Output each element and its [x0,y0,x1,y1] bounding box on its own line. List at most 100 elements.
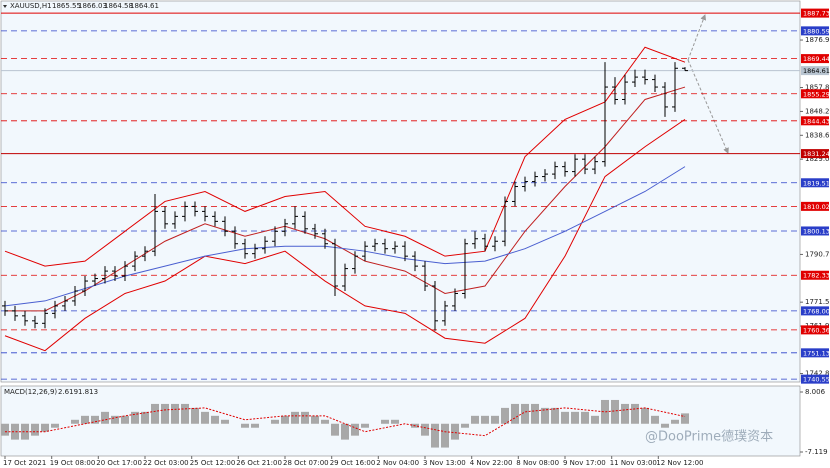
histogram-bar [561,411,569,424]
histogram-bar [681,413,689,424]
level-tag [801,66,829,76]
level-label: 1869.44 [803,55,830,63]
histogram-bar [271,419,279,424]
histogram-bar [201,411,209,424]
histogram-bar [351,423,359,436]
histogram-bar [391,419,399,424]
histogram-bar [631,403,639,424]
x-tick-label: 8 Nov 08:00 [516,459,559,467]
histogram-bar [521,403,529,424]
histogram-bar [11,423,19,440]
symbol-icon [3,5,7,8]
level-label: 1819.51 [803,179,830,187]
histogram-bar [611,399,619,424]
x-tick-label: 22 Oct 03:00 [143,459,189,467]
histogram-bar [461,423,469,428]
histogram-bar [481,415,489,424]
x-tick-label: 25 Oct 12:00 [190,459,236,467]
histogram-bar [551,407,559,424]
forecast-arrow [687,14,707,61]
ohlc-high: 1866.03 [78,2,107,10]
histogram-bar [131,411,139,424]
level-tag [801,8,829,18]
histogram-bar [501,407,509,424]
histogram-bar [21,423,29,440]
macd-panel [0,385,801,457]
histogram-bar [141,411,149,424]
macd-name: MACD(12,26,9) [4,388,57,396]
histogram-bar [431,423,439,448]
histogram-bar [331,423,339,436]
histogram-bar [81,415,89,424]
y-tick-label: 1876.90 [805,36,830,44]
histogram-bar [91,415,99,424]
indicator-line [4,166,686,307]
histogram-bar [421,423,429,436]
histogram-bar [671,419,679,424]
ohlc-low: 1864.58 [104,2,133,10]
histogram-bar [571,411,579,424]
histogram-bar [111,415,119,424]
histogram-bar [511,403,519,424]
level-label: 1887.73 [803,10,830,18]
symbol: XAUUSD,H1 [10,2,52,10]
ohlc-open: 1865.55 [52,2,81,10]
level-label: 1855.29 [803,90,830,98]
level-label: 1810.02 [803,203,830,211]
histogram-bar [1,423,9,436]
histogram-bar [181,403,189,424]
x-tick-label: 19 Oct 08:00 [50,459,96,467]
histogram-bar [651,415,659,424]
level-tag [801,325,829,335]
histogram-bar [321,419,329,424]
histogram-bar [161,403,169,424]
level-label: 1782.33 [803,272,830,280]
indicator-line [4,118,686,352]
x-tick-label: 11 Nov 03:00 [610,459,657,467]
x-tick-label: 4 Nov 22:00 [470,459,513,467]
histogram-bar [491,415,499,424]
level-tag [801,116,829,126]
level-tag [801,26,829,36]
histogram-bar [541,407,549,424]
x-tick-label: 2 Nov 04:00 [376,459,419,467]
level-tag [801,226,829,236]
histogram-bar [221,419,229,424]
y-tick-label: 1857.80 [805,84,830,92]
histogram-bar [341,423,349,440]
x-tick-label: 26 Oct 21:00 [236,459,282,467]
level-label: 1760.36 [803,326,830,334]
macd-value: 2.619 [58,388,78,396]
y-tick-label: 1742.80 [805,370,830,378]
level-label: 1831.24 [803,150,830,158]
histogram-bar [41,423,49,432]
histogram-bar [641,407,649,424]
y-tick-label: 1838.60 [805,131,830,139]
signal-line [5,407,686,437]
histogram-bar [31,423,39,436]
indicator-line [4,46,686,267]
histogram-bar [101,411,109,424]
level-tag [801,374,829,384]
histogram-bar [531,403,539,424]
level-label: 1800.13 [803,227,830,235]
level-tag [801,89,829,99]
histogram-bar [281,415,289,424]
signal-value: 1.813 [78,388,98,396]
x-tick-label: 28 Oct 07:00 [283,459,329,467]
level-tag [801,201,829,211]
level-tag [801,348,829,358]
histogram-bar [601,399,609,424]
y-tick-label: 8.006 [805,388,826,396]
histogram-bar [151,403,159,424]
histogram-bar [451,423,459,440]
level-tag [801,149,829,159]
x-tick-label: 29 Oct 16:00 [330,459,376,467]
level-label: 1740.55 [803,376,830,384]
histogram-bar [471,415,479,424]
y-tick-label: -7.119 [805,448,828,456]
level-tag [801,54,829,64]
x-tick-label: 3 Nov 13:00 [423,459,466,467]
